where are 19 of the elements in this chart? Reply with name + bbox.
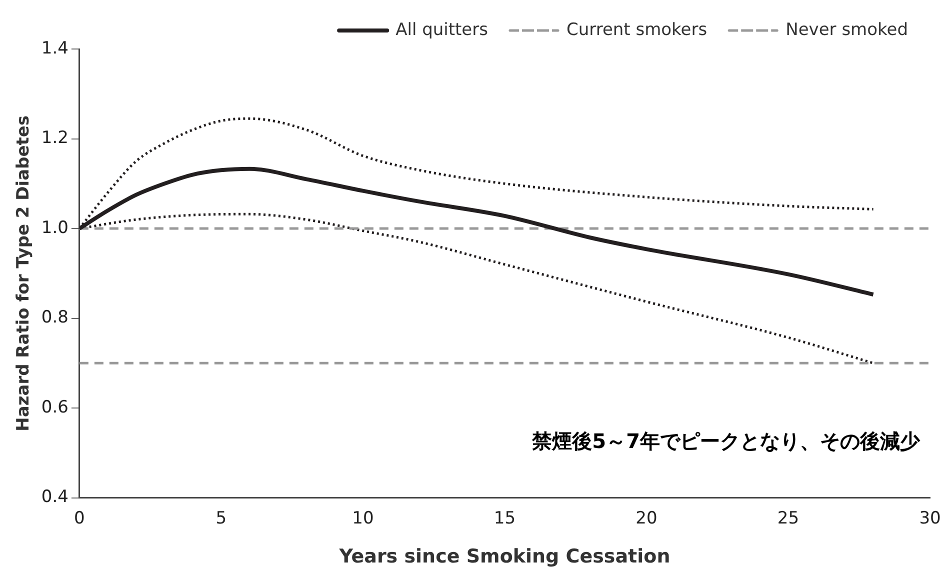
x-axis-title: Years since Smoking Cessation: [338, 546, 670, 568]
y-tick-label: 0.8: [41, 308, 68, 328]
x-tick-label: 5: [216, 508, 227, 528]
y-tick-label: 1.4: [41, 38, 68, 58]
annotation: 禁煙後5～7年でピークとなり、その後減少: [531, 429, 921, 454]
y-tick-label: 1.0: [41, 218, 68, 238]
y-tick-label: 0.4: [41, 487, 68, 508]
y-tick-label: 0.6: [41, 397, 68, 418]
x-tick-label: 20: [636, 508, 658, 528]
y-tick-label: 1.2: [41, 128, 68, 148]
legend-label: Never smoked: [786, 20, 908, 40]
x-tick-label: 10: [352, 508, 374, 528]
y-axis-title: Hazard Ratio for Type 2 Diabetes: [14, 115, 34, 432]
x-tick-label: 30: [919, 508, 941, 528]
legend-label: Current smokers: [566, 20, 708, 40]
x-tick-label: 25: [777, 508, 800, 528]
legend-label: All quitters: [396, 20, 488, 40]
x-tick-label: 0: [74, 508, 85, 528]
x-tick-label: 15: [494, 508, 516, 528]
